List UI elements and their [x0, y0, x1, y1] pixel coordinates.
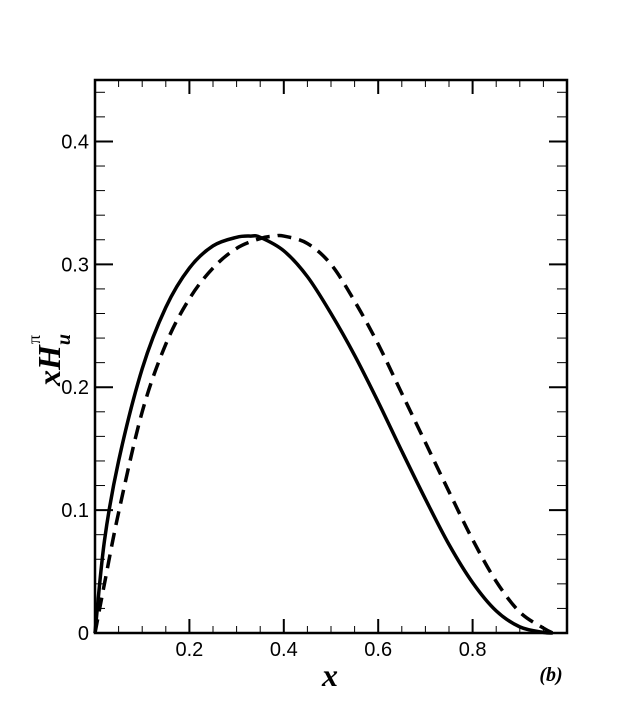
series-dashed-line — [93, 233, 554, 635]
y-axis-title: xHuπ — [24, 334, 75, 387]
y-tick-label: 0.1 — [61, 500, 89, 522]
x-axis-title: x — [321, 657, 338, 693]
series-solid-line — [93, 234, 553, 635]
y-tick-label: 0 — [78, 623, 89, 645]
x-tick-label: 0.4 — [270, 639, 298, 661]
y-axis-title-superscript: π — [24, 335, 44, 344]
x-tick-label: 0.2 — [175, 639, 203, 661]
y-axis-title-subscript: u — [53, 334, 75, 345]
y-tick-label: 0.4 — [61, 131, 89, 153]
y-tick-label: 0.2 — [61, 377, 89, 399]
y-tick-label: 0.3 — [61, 254, 89, 276]
ticks-layer — [95, 80, 567, 634]
labels-layer: 0.2 0.4 0.6 0.8 0 0.1 0.2 0.3 0.4 — [61, 131, 486, 661]
x-tick-label: 0.8 — [459, 639, 487, 661]
panel-label: (b) — [539, 664, 562, 686]
x-tick-label: 0.6 — [364, 639, 392, 661]
plot-frame — [93, 78, 569, 635]
y-axis-title-group: xHuπ — [24, 334, 75, 387]
series-layer — [93, 233, 554, 635]
y-axis-title-base: xH — [31, 344, 67, 387]
